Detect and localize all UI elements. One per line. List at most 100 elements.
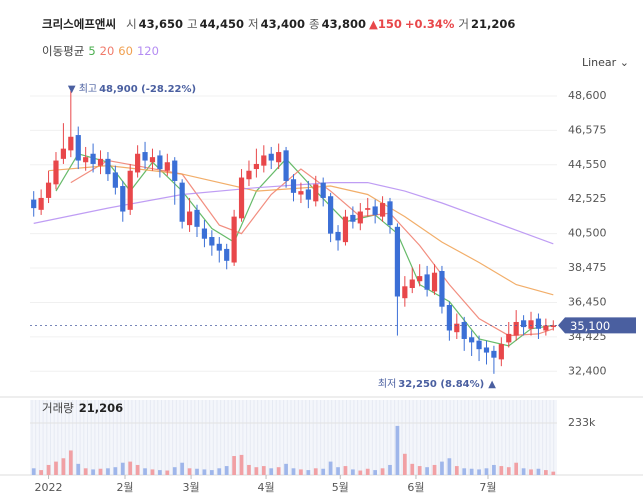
volume-bar bbox=[46, 464, 51, 475]
volume-bar bbox=[454, 466, 459, 475]
candle-body bbox=[431, 272, 438, 292]
volume-bar bbox=[91, 469, 95, 475]
volume-bar bbox=[135, 464, 140, 475]
volume-bar bbox=[484, 468, 489, 475]
ma-line bbox=[33, 182, 554, 245]
volume-bar bbox=[54, 461, 58, 475]
volume-bar bbox=[61, 458, 66, 475]
candle-body bbox=[231, 216, 237, 263]
y-tick-label: 36,450 bbox=[568, 295, 607, 308]
candle-body bbox=[461, 321, 467, 339]
candle-body bbox=[469, 337, 475, 343]
volume-label: 거래량 bbox=[42, 401, 74, 415]
volume-bar bbox=[544, 470, 548, 475]
y-tick-label: 44,550 bbox=[568, 158, 607, 171]
x-tick-label: 2022 bbox=[35, 481, 63, 494]
ma-legend-item: 5 bbox=[88, 44, 96, 58]
ma-title: 이동평균 bbox=[42, 44, 85, 58]
y-tick-label: 32,400 bbox=[568, 364, 607, 377]
candle-body bbox=[454, 323, 460, 333]
field-label: 거 bbox=[458, 17, 469, 31]
volume-bar bbox=[313, 468, 318, 475]
ma-line bbox=[55, 153, 554, 347]
candle-body bbox=[179, 182, 185, 222]
candle-body bbox=[290, 179, 297, 193]
volume-latest: 21,206 bbox=[79, 401, 123, 415]
volume-bar bbox=[195, 468, 199, 475]
candle-body bbox=[535, 318, 542, 329]
x-tick-label: 6월 bbox=[407, 481, 424, 494]
volume-bar bbox=[261, 466, 266, 475]
volume-bar bbox=[128, 461, 133, 475]
candle-body bbox=[194, 209, 200, 227]
volume-bar bbox=[158, 470, 162, 475]
candle-body bbox=[253, 163, 259, 170]
candle-body bbox=[157, 155, 163, 170]
ma-line bbox=[70, 159, 554, 337]
volume-bar bbox=[321, 468, 326, 475]
field-value: 43,650 bbox=[138, 17, 184, 31]
candle-body bbox=[357, 211, 363, 224]
candle-body bbox=[439, 271, 445, 307]
y-tick-label: 34,425 bbox=[568, 330, 607, 343]
candle-body bbox=[246, 170, 252, 180]
low-text: 32,250 (8.84%) bbox=[398, 379, 484, 390]
ma-legend-item: 60 bbox=[118, 44, 133, 58]
candle-body bbox=[543, 325, 549, 331]
candle-body bbox=[528, 320, 534, 329]
candle-body bbox=[350, 214, 356, 222]
volume-bar bbox=[254, 467, 259, 475]
chevron[interactable]: ⌄ bbox=[619, 56, 629, 69]
volume-bar bbox=[68, 450, 73, 475]
scale-mode[interactable]: Linear bbox=[582, 56, 617, 69]
volume-bar bbox=[380, 468, 385, 475]
quote-header: 크리스에프앤씨 시 43,650 고 44,450 저 43,400 종 43,800 ▲150 +… bbox=[42, 16, 515, 32]
candle-body bbox=[276, 152, 282, 163]
candle-body bbox=[328, 196, 334, 234]
volume-bar bbox=[521, 468, 526, 475]
volume-bar bbox=[373, 470, 378, 475]
candle-body bbox=[261, 155, 267, 166]
candle-body bbox=[238, 177, 245, 219]
candle-body bbox=[68, 136, 74, 151]
current-price-tag bbox=[558, 317, 636, 334]
candle-body bbox=[127, 170, 133, 210]
volume-bar bbox=[499, 466, 504, 475]
candle-body bbox=[513, 321, 519, 336]
volume-bar bbox=[98, 468, 103, 475]
candle-body bbox=[446, 304, 452, 331]
candle-body bbox=[491, 350, 497, 358]
candle-body bbox=[372, 206, 378, 215]
candle-body bbox=[402, 286, 408, 299]
x-tick-label: 5월 bbox=[332, 481, 349, 494]
volume-bar bbox=[76, 463, 81, 475]
x-tick-label: 2월 bbox=[116, 481, 133, 494]
volume-bar bbox=[432, 464, 437, 475]
volume-title: 거래량 21,206 bbox=[42, 401, 123, 415]
volume-bar bbox=[284, 463, 288, 475]
volume-bar bbox=[425, 467, 429, 475]
candle-body bbox=[550, 325, 556, 328]
scale-mode-toggle[interactable]: Linear ⌄ bbox=[582, 56, 629, 69]
y-tick-label: 46,575 bbox=[568, 123, 607, 136]
field-label: 저 bbox=[248, 17, 259, 31]
low-annotation: 최저 32,250 (8.84%) ▲ bbox=[378, 378, 496, 390]
low-label: 최저 bbox=[378, 378, 396, 390]
ma-line bbox=[48, 164, 554, 296]
volume-bar bbox=[106, 468, 110, 475]
candle-body bbox=[216, 243, 222, 251]
volume-bar bbox=[336, 467, 340, 475]
volume-bar bbox=[217, 468, 222, 475]
y-tick-label: 42,525 bbox=[568, 192, 607, 205]
volume-bar bbox=[83, 468, 88, 475]
candle-body bbox=[97, 158, 104, 166]
candle-body bbox=[379, 203, 386, 217]
volume-bar bbox=[232, 456, 236, 475]
ma-legend-item: 120 bbox=[136, 44, 159, 58]
volume-bar bbox=[388, 464, 392, 475]
volume-bar bbox=[447, 458, 452, 475]
volume-bar bbox=[506, 467, 511, 475]
volume-bar bbox=[462, 468, 467, 475]
candle-body bbox=[521, 320, 527, 328]
